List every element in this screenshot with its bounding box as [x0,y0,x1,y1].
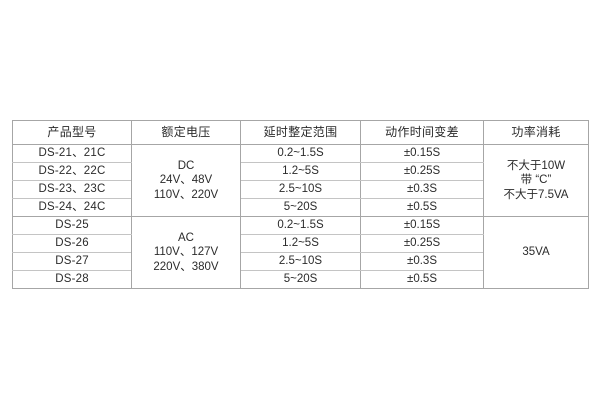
cell-rated-voltage: DC 24V、48V 110V、220V [131,144,241,217]
table-header: 产品型号 额定电压 延时整定范围 动作时间变差 功率消耗 [12,120,589,145]
cell-rated-voltage: AC 110V、127V 220V、380V [131,216,241,289]
column-header-power-consumption: 功率消耗 [483,120,589,145]
specification-table-container: 产品型号 额定电压 延时整定范围 动作时间变差 功率消耗 DS-21、21C D… [12,120,589,289]
table-row: DS-23、23C 2.5~10S ±0.3S [12,180,589,199]
voltage-line: 110V、220V [153,188,219,201]
cell-delay-range: 2.5~10S [240,180,361,199]
cell-model: DS-26 [12,234,132,253]
table-header-row: 产品型号 额定电压 延时整定范围 动作时间变差 功率消耗 [12,120,589,145]
cell-model: DS-25 [12,216,132,235]
table-row: DS-25 AC 110V、127V 220V、380V 0.2~1.5S ±0… [12,216,589,289]
power-line: 带 “C” [520,174,552,187]
cell-model: DS-21、21C [12,144,132,163]
cell-time-variation: ±0.5S [360,198,484,217]
cell-time-variation: ±0.3S [360,252,484,271]
table-row: DS-21、21C DC 24V、48V 110V、220V 0.2~1.5S … [12,144,589,217]
cell-model: DS-28 [12,270,132,289]
cell-delay-range: 1.2~5S [240,234,361,253]
power-line: 35VA [522,246,550,259]
voltage-line: 110V、127V [153,246,219,259]
cell-time-variation: ±0.5S [360,270,484,289]
column-header-delay-range: 延时整定范围 [240,120,361,145]
cell-time-variation: ±0.3S [360,180,484,199]
specification-table: 产品型号 额定电压 延时整定范围 动作时间变差 功率消耗 DS-21、21C D… [12,120,589,289]
column-header-time-variation: 动作时间变差 [360,120,484,145]
cell-power-consumption: 不大于10W 带 “C” 不大于7.5VA [483,144,589,217]
cell-model: DS-27 [12,252,132,271]
voltage-line: 24V、48V [159,174,213,187]
voltage-line: DC [177,159,195,172]
cell-model: DS-24、24C [12,198,132,217]
cell-delay-range: 5~20S [240,270,361,289]
cell-delay-range: 5~20S [240,198,361,217]
cell-time-variation: ±0.25S [360,234,484,253]
power-line: 不大于7.5VA [503,188,569,201]
cell-model: DS-22、22C [12,162,132,181]
power-line: 不大于10W [506,159,566,172]
voltage-line: AC [178,231,194,244]
cell-delay-range: 1.2~5S [240,162,361,181]
cell-time-variation: ±0.15S [360,216,484,235]
table-row: DS-27 2.5~10S ±0.3S [12,252,589,271]
cell-delay-range: 0.2~1.5S [240,216,361,235]
cell-power-consumption: 35VA [483,216,589,289]
cell-time-variation: ±0.25S [360,162,484,181]
table-row: DS-28 5~20S ±0.5S [12,270,589,289]
voltage-line: 220V、380V [153,260,219,273]
column-header-model: 产品型号 [12,120,132,145]
cell-delay-range: 0.2~1.5S [240,144,361,163]
table-row: DS-26 1.2~5S ±0.25S [12,234,589,253]
cell-time-variation: ±0.15S [360,144,484,163]
cell-delay-range: 2.5~10S [240,252,361,271]
column-header-rated-voltage: 额定电压 [131,120,241,145]
table-body: DS-21、21C DC 24V、48V 110V、220V 0.2~1.5S … [12,144,589,289]
cell-model: DS-23、23C [12,180,132,199]
